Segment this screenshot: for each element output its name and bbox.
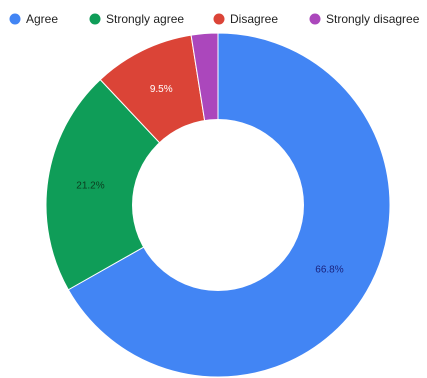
chart-legend: Agree Strongly agree Disagree Strongly disa… xyxy=(9,12,420,26)
legend-marker-strongly-agree xyxy=(89,13,101,25)
slice-label-strongly-agree: 21.2% xyxy=(76,180,104,191)
slice-label-disagree: 9.5% xyxy=(150,84,173,95)
legend-label-disagree: Disagree xyxy=(230,12,278,26)
legend-label-agree: Agree xyxy=(26,12,58,26)
slice-labels: 66.8% 21.2% 9.5% xyxy=(76,84,343,276)
slice-strongly-agree[interactable] xyxy=(45,78,219,291)
slice-label-agree: 66.8% xyxy=(315,265,343,276)
legend-item-strongly-agree: Strongly agree xyxy=(89,12,184,26)
legend-marker-disagree xyxy=(213,13,225,25)
donut-hole xyxy=(132,119,304,291)
legend-marker-agree xyxy=(9,13,21,25)
legend-item-disagree: Disagree xyxy=(213,12,278,26)
legend-item-strongly-disagree: Strongly disagree xyxy=(309,12,420,26)
legend-item-agree: Agree xyxy=(9,12,58,26)
legend-label-strongly-agree: Strongly agree xyxy=(106,12,184,26)
legend-label-strongly-disagree: Strongly disagree xyxy=(326,12,420,26)
legend-marker-strongly-disagree xyxy=(309,13,321,25)
